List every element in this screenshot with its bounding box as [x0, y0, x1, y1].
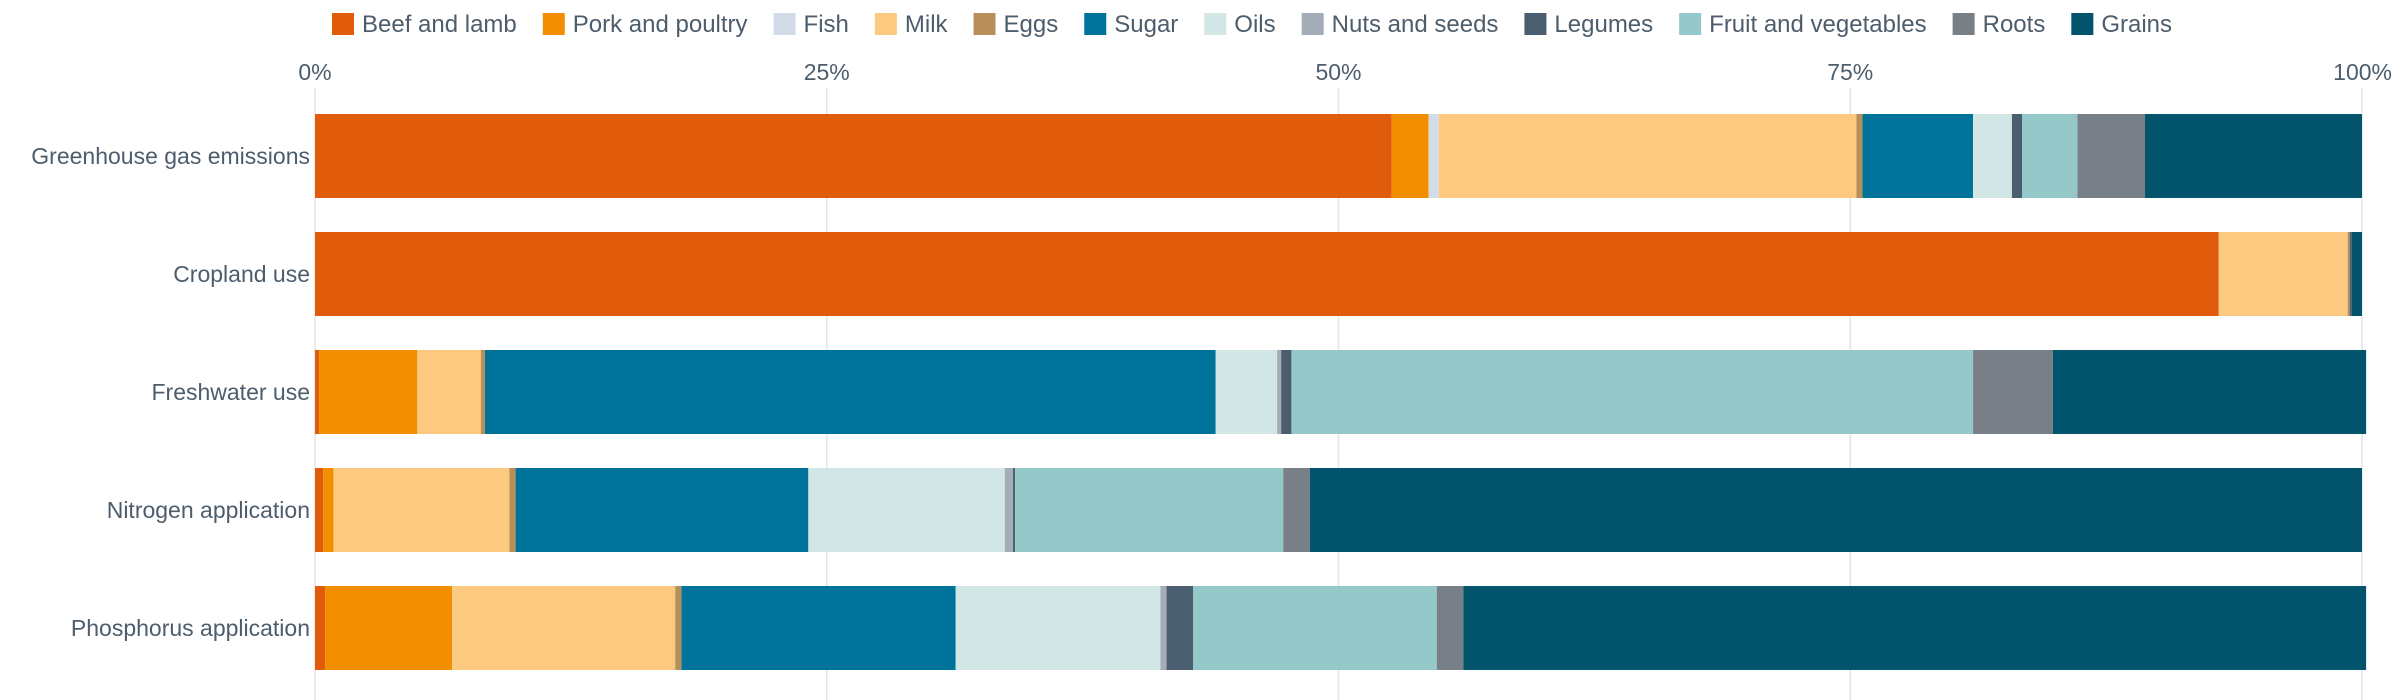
legend-swatch-fish: [773, 13, 796, 35]
bar-segment-grains: [1309, 468, 2362, 552]
legend-swatch-pork-and-poultry: [542, 13, 565, 35]
category-label-freshwater-use: Freshwater use: [151, 379, 310, 405]
bar-segment-sugar: [681, 586, 956, 670]
x-tick-label: 50%: [1315, 59, 1361, 85]
bar-segment-fruit-and-vegetables: [1015, 468, 1284, 552]
x-tick-label: 25%: [804, 59, 850, 85]
legend-swatch-eggs: [973, 13, 996, 35]
legend-swatch-nuts-and-seeds: [1301, 13, 1324, 35]
legend-label-fruit-and-vegetables: Fruit and vegetables: [1709, 11, 1926, 38]
bar-segment-oils: [955, 586, 1161, 670]
bar-segment-pork-and-poultry: [319, 350, 418, 434]
x-tick-label: 100%: [2333, 59, 2392, 85]
bar-segment-sugar: [1862, 114, 1974, 198]
bar-segment-grains: [2351, 232, 2362, 316]
bar-segment-oils: [808, 468, 1005, 552]
bar-segment-grains: [2145, 114, 2362, 198]
legend-label-eggs: Eggs: [1004, 11, 1059, 38]
bar-segment-grains: [1463, 586, 2367, 670]
legend-swatch-fruit-and-vegetables: [1679, 13, 1702, 35]
legend-swatch-grains: [2071, 13, 2094, 35]
legend-swatch-roots: [1952, 13, 1975, 35]
bar-segment-beef-and-lamb: [315, 350, 320, 434]
bar-segment-eggs: [480, 350, 485, 434]
bar-segment-eggs: [2347, 232, 2350, 316]
bar-segment-eggs: [675, 586, 682, 670]
bar-segment-pork-and-poultry: [323, 468, 334, 552]
bar-segment-beef-and-lamb: [315, 586, 326, 670]
legend-label-pork-and-poultry: Pork and poultry: [573, 11, 748, 38]
legend-label-sugar: Sugar: [1114, 11, 1178, 38]
bar-segment-legumes: [1281, 350, 1292, 434]
bar-segment-legumes: [2011, 114, 2023, 198]
category-label-greenhouse-gas-emissions: Greenhouse gas emissions: [31, 143, 310, 169]
bar-segment-milk: [2218, 232, 2348, 316]
bar-segment-sugar: [515, 468, 809, 552]
bar-segment-oils: [1973, 114, 2012, 198]
bar-segment-fruit-and-vegetables: [2022, 114, 2078, 198]
x-tick-label: 75%: [1827, 59, 1873, 85]
bar-segment-beef-and-lamb: [315, 232, 2219, 316]
bar-segment-roots: [1973, 350, 2053, 434]
legend-label-nuts-and-seeds: Nuts and seeds: [1332, 11, 1499, 38]
legend-swatch-legumes: [1524, 13, 1547, 35]
bar-segment-sugar: [484, 350, 1216, 434]
x-tick-label: 0%: [298, 59, 331, 85]
bar-segment-roots: [1436, 586, 1464, 670]
bar-segment-eggs: [509, 468, 516, 552]
bar-segment-legumes: [1166, 586, 1194, 670]
legend-swatch-sugar: [1084, 13, 1107, 35]
bar-segment-milk: [452, 586, 676, 670]
bar-segment-roots: [2077, 114, 2146, 198]
legend-label-roots: Roots: [1983, 11, 2046, 38]
bar-segment-beef-and-lamb: [315, 468, 324, 552]
bar-segment-eggs: [1856, 114, 1863, 198]
bar-segment-milk: [1438, 114, 1857, 198]
bar-segment-nuts-and-seeds: [1004, 468, 1014, 552]
bar-segment-nuts-and-seeds: [1160, 586, 1167, 670]
category-label-nitrogen-application: Nitrogen application: [107, 497, 310, 523]
bar-segment-pork-and-poultry: [1391, 114, 1429, 198]
legend-label-grains: Grains: [2101, 11, 2172, 38]
legend-swatch-oils: [1204, 13, 1227, 35]
legend-label-milk: Milk: [905, 11, 949, 38]
bar-segment-grains: [2052, 350, 2367, 434]
category-label-cropland-use: Cropland use: [173, 261, 310, 287]
bar-segment-fish: [1428, 114, 1439, 198]
legend-label-legumes: Legumes: [1554, 11, 1653, 38]
bar-segment-nuts-and-seeds: [1277, 350, 1282, 434]
bar-segment-milk: [417, 350, 481, 434]
legend-swatch-beef-and-lamb: [332, 13, 354, 35]
bar-segment-roots: [1283, 468, 1310, 552]
bar-segment-legumes: [1013, 468, 1016, 552]
bar-segment-fruit-and-vegetables: [1193, 586, 1437, 670]
legend-swatch-milk: [874, 13, 897, 35]
bar-segment-beef-and-lamb: [315, 114, 1392, 198]
legend-label-beef-and-lamb: Beef and lamb: [362, 11, 517, 38]
bar-segment-legumes: [2349, 232, 2352, 316]
bar-segment-oils: [1215, 350, 1278, 434]
legend-label-fish: Fish: [804, 11, 849, 38]
legend-label-oils: Oils: [1234, 11, 1275, 38]
bar-segment-fruit-and-vegetables: [1291, 350, 1974, 434]
category-label-phosphorus-application: Phosphorus application: [71, 615, 310, 641]
bar-segment-pork-and-poultry: [325, 586, 453, 670]
bar-segment-milk: [333, 468, 510, 552]
